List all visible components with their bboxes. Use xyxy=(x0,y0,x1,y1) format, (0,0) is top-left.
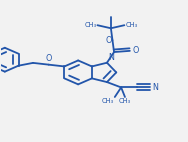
Text: O: O xyxy=(45,54,52,63)
Text: CH₃: CH₃ xyxy=(102,98,114,104)
Text: N: N xyxy=(108,53,114,62)
Text: O: O xyxy=(133,46,139,55)
Text: CH₃: CH₃ xyxy=(119,98,131,104)
Text: N: N xyxy=(152,83,158,92)
Text: CH₃: CH₃ xyxy=(125,22,137,28)
Text: O: O xyxy=(105,36,111,45)
Text: CH₃: CH₃ xyxy=(84,22,96,28)
